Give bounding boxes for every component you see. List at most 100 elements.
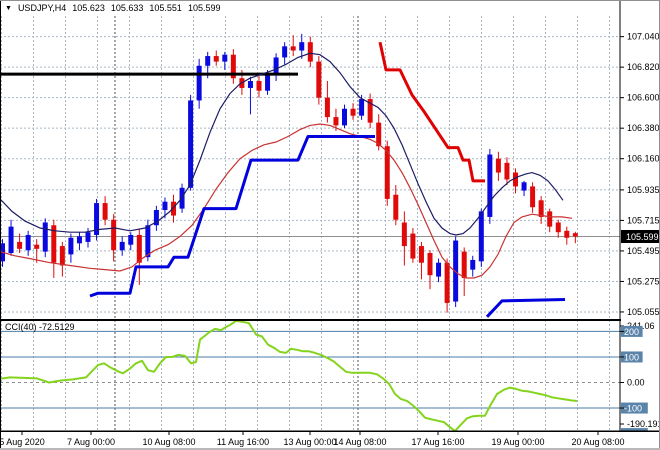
candle-body bbox=[564, 230, 570, 238]
candle-body bbox=[230, 54, 236, 79]
fast-ma-line bbox=[0, 52, 564, 236]
candle-body bbox=[393, 194, 399, 220]
candle-body bbox=[299, 42, 305, 51]
cci-axis-label: 0.00 bbox=[627, 378, 645, 388]
candle-body bbox=[470, 259, 476, 270]
candle-body bbox=[342, 108, 347, 126]
time-axis-label: 17 Aug 16:00 bbox=[411, 437, 464, 447]
price-axis-label: 106.160 bbox=[627, 154, 660, 164]
candle-body bbox=[282, 46, 288, 58]
candle-body bbox=[85, 232, 91, 242]
candle-body bbox=[384, 146, 390, 199]
window-bottom-edge bbox=[0, 448, 660, 450]
price-axis-label: 105.715 bbox=[627, 215, 660, 225]
candle-body bbox=[495, 158, 501, 173]
time-axis-label: 11 Aug 16:00 bbox=[217, 437, 269, 447]
red-stop-line bbox=[378, 41, 485, 183]
candle-body bbox=[42, 222, 48, 252]
candle-body bbox=[128, 234, 134, 245]
candle-body bbox=[153, 210, 159, 226]
candle-body bbox=[427, 253, 433, 276]
candle-body bbox=[188, 100, 194, 188]
time-axis-label: 19 Aug 00:00 bbox=[491, 437, 544, 447]
candle-body bbox=[401, 222, 407, 247]
slow-ma-line bbox=[0, 123, 573, 279]
candle-body bbox=[521, 182, 527, 191]
candle-body bbox=[376, 122, 382, 147]
candle-body bbox=[145, 225, 151, 258]
candle-body bbox=[51, 225, 57, 263]
candle-body bbox=[247, 81, 253, 88]
time-axis-label: 13 Aug 00:00 bbox=[283, 437, 336, 447]
current-price-box bbox=[621, 230, 660, 243]
candle-body bbox=[273, 57, 279, 75]
candle-body bbox=[68, 237, 74, 255]
price-axis-label: 105.495 bbox=[627, 246, 660, 256]
candle-body bbox=[25, 234, 31, 251]
symbol-dropdown-icon[interactable]: ▼ bbox=[5, 4, 12, 12]
candle-body bbox=[136, 234, 142, 263]
candle-body bbox=[436, 262, 442, 277]
ohlc-low-value: 105.551 bbox=[149, 3, 182, 13]
candle-body bbox=[17, 241, 23, 249]
candle-body bbox=[94, 203, 100, 235]
ohlc-open-value: 105.623 bbox=[72, 3, 105, 13]
cci-level-label: 100 bbox=[624, 352, 639, 362]
blue-stop-line bbox=[89, 135, 375, 298]
candle-body bbox=[530, 186, 536, 208]
pane-separator[interactable] bbox=[0, 319, 660, 321]
price-axis-label: 106.600 bbox=[627, 93, 660, 103]
candle-body bbox=[504, 162, 510, 180]
price-axis-label: 106.820 bbox=[627, 62, 660, 72]
price-axis-label: 105.275 bbox=[627, 276, 660, 286]
cci-level-label: 200 bbox=[624, 327, 639, 337]
candle-body bbox=[205, 56, 211, 66]
candle-body bbox=[538, 200, 544, 217]
candle-body bbox=[418, 246, 424, 263]
candle-body bbox=[222, 54, 228, 62]
candle-body bbox=[290, 46, 296, 51]
chart-title-bar: ▼ USDJPY,H4 105.623 105.633 105.551 105.… bbox=[5, 2, 220, 14]
time-axis-label: 5 Aug 2020 bbox=[0, 437, 45, 447]
candle-body bbox=[513, 172, 518, 187]
candle-body bbox=[572, 233, 578, 237]
symbol-timeframe-label: USDJPY,H4 bbox=[17, 3, 67, 13]
cci-level-box bbox=[621, 402, 648, 414]
candle-body bbox=[307, 42, 313, 62]
candle-body bbox=[367, 99, 373, 123]
ohlc-close-value: 105.599 bbox=[187, 3, 221, 13]
candle-body bbox=[111, 219, 117, 251]
candle-body bbox=[265, 74, 271, 91]
candle-body bbox=[333, 117, 339, 126]
candle-body bbox=[478, 211, 484, 262]
candle-body bbox=[350, 108, 356, 116]
candle-body bbox=[316, 61, 322, 98]
candle-body bbox=[119, 241, 125, 251]
time-axis-area[interactable] bbox=[0, 432, 660, 448]
cci-level-box bbox=[621, 351, 643, 363]
candle-body bbox=[410, 233, 416, 259]
indicator-label: CCI(40) -72.5129 bbox=[5, 322, 75, 332]
candle-body bbox=[162, 201, 168, 211]
price-axis-label: 105.055 bbox=[627, 307, 660, 317]
candle-body bbox=[324, 97, 330, 118]
time-axis-label: 20 Aug 08:00 bbox=[571, 437, 624, 447]
candle-body bbox=[256, 81, 262, 91]
candle-body bbox=[555, 222, 561, 233]
candle-body bbox=[547, 211, 553, 227]
candle-body bbox=[196, 65, 202, 101]
cci-level-box bbox=[621, 325, 643, 337]
cci-level-label: -100 bbox=[624, 404, 642, 414]
candle-body bbox=[8, 226, 14, 254]
price-axis-label: 105.935 bbox=[627, 185, 660, 195]
price-axis-area[interactable] bbox=[621, 0, 660, 448]
time-axis-label: 10 Aug 08:00 bbox=[142, 437, 195, 447]
current-price-label: 105.599 bbox=[626, 232, 659, 242]
candle-body bbox=[461, 251, 467, 278]
cci-line bbox=[0, 319, 578, 432]
candle-body bbox=[444, 262, 450, 303]
candle-body bbox=[76, 236, 82, 244]
ohlc-high-value: 105.633 bbox=[110, 3, 144, 13]
